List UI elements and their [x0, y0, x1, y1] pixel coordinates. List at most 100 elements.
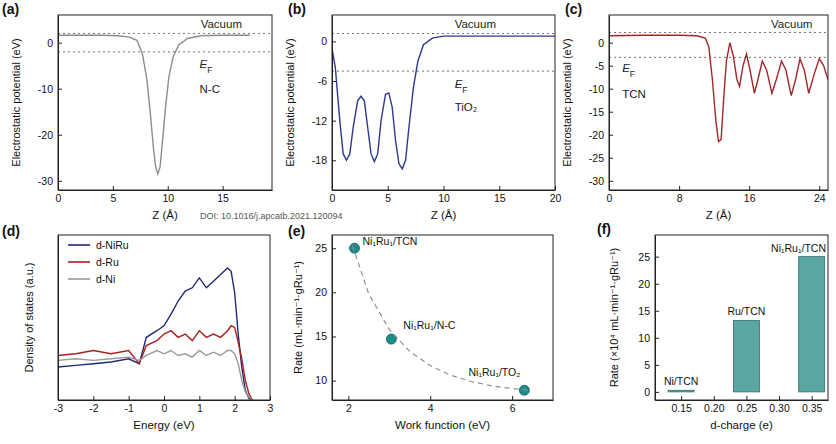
plot-area	[332, 33, 555, 168]
tick-mark	[746, 396, 747, 400]
tick-mark	[609, 181, 613, 182]
y-axis-line	[655, 236, 656, 401]
tick-mark	[812, 396, 813, 400]
plot-area	[58, 33, 272, 173]
point-label: Ni₁Ru₁/TCN	[363, 235, 418, 247]
tick: 15	[315, 330, 336, 342]
panel: 0816240-5-10-15-20-25-30(c)Z (Å)Electros…	[561, 1, 829, 221]
tick-label: 0	[330, 192, 336, 204]
y-axis-line	[332, 236, 333, 401]
tick: 20	[550, 186, 562, 204]
plot-frame	[58, 235, 270, 400]
scatter-point	[350, 243, 360, 253]
tick-mark	[129, 396, 130, 400]
tick-label: 15	[494, 192, 506, 204]
tick: 2	[232, 396, 238, 414]
panel: 0.150.200.250.300.350510152025(f)d-charg…	[597, 221, 829, 431]
panel: 24610152025(e)Work function (eV)Rate (mL…	[288, 223, 554, 431]
tick-label: 6	[510, 402, 516, 414]
tick-mark	[58, 135, 62, 136]
tick-label: 5	[385, 192, 391, 204]
annotation: Vacuum	[771, 18, 812, 30]
tick: -30	[589, 175, 613, 187]
panel-title: (c)	[565, 1, 582, 17]
bar-label: Ru/TCN	[727, 305, 765, 317]
series-line	[58, 268, 252, 400]
tick-mark	[655, 338, 659, 339]
tick: -10	[589, 83, 613, 95]
tick: 5	[110, 186, 116, 204]
tick-mark	[609, 135, 613, 136]
tick-label: -20	[38, 129, 53, 141]
series-line	[332, 36, 555, 169]
annotation-text: Vacuum	[771, 18, 812, 30]
panel-texts: (e)Work function (eV)Rate (mL·min⁻¹·gRu⁻…	[288, 223, 520, 431]
tick-label: 25	[638, 250, 650, 262]
tick-label: 4	[428, 402, 434, 414]
bar	[733, 320, 759, 391]
tick-label: 15	[638, 305, 650, 317]
tick-mark	[58, 89, 62, 90]
tick-label: 0	[321, 35, 327, 47]
tick-label: 2	[232, 402, 238, 414]
tick-label: -5	[595, 60, 604, 72]
tick-mark	[681, 396, 682, 400]
tick-mark	[332, 121, 336, 122]
tick-label: 20	[550, 192, 562, 204]
x-axis-line	[59, 190, 273, 191]
bar	[799, 257, 825, 392]
annotation-text: TiO₂	[455, 101, 478, 113]
panel: 051015200-6-12-18(b)Z (Å)Electrostatic p…	[200, 1, 561, 221]
tick-label: 5	[110, 192, 116, 204]
tick: 8	[677, 186, 683, 204]
tick-mark	[332, 81, 336, 82]
y-axis: 0-5-10-15-20-25-30	[589, 16, 613, 191]
tick-mark	[655, 311, 659, 312]
bar-label: Ni/TCN	[664, 375, 698, 387]
tick-label: -20	[589, 129, 604, 141]
x-axis-title: Work function (eV)	[395, 419, 490, 431]
tick-label: -12	[312, 115, 327, 127]
panel-texts: (d)Energy (eV)Density of states (a.u.)d-…	[2, 223, 195, 431]
tick-mark	[714, 396, 715, 400]
tick: 0	[162, 396, 168, 414]
tick-mark	[609, 112, 613, 113]
tick-mark	[332, 292, 336, 293]
bar	[668, 390, 694, 392]
y-axis-title: Rate (×10⁴ mL·min⁻¹·gRu⁻¹)	[608, 248, 620, 388]
tick-label: 0	[644, 386, 650, 398]
tick-mark	[332, 381, 336, 382]
tick-mark	[609, 158, 613, 159]
y-axis-line	[58, 16, 59, 191]
tick-label: 25	[315, 242, 327, 254]
tick-mark	[779, 396, 780, 400]
x-axis-title: Z (Å)	[706, 209, 732, 221]
tick-label: 10	[438, 192, 450, 204]
x-axis-title: Z (Å)	[431, 209, 457, 221]
tick-mark	[168, 186, 169, 190]
tick-label: 2	[346, 402, 352, 414]
tick: -20	[38, 129, 62, 141]
panel: 0510150-10-20-30(a)Z (Å)Electrostatic po…	[2, 1, 273, 221]
tick-mark	[819, 186, 820, 190]
tick-label: -6	[318, 75, 327, 87]
tick: -20	[589, 129, 613, 141]
y-axis-title: Density of states (a.u.)	[23, 262, 35, 372]
tick-label: 1	[197, 402, 203, 414]
annotation-subscript: F	[630, 69, 635, 79]
tick-label: 0.35	[802, 402, 823, 414]
tick-label: -30	[589, 175, 604, 187]
tick: -18	[312, 154, 336, 166]
annotation-subscript: F	[462, 85, 467, 95]
annotation: Vacuum	[201, 18, 242, 30]
x-axis-line	[656, 400, 829, 401]
bar-label: Ni₁Ru₁/TCN	[771, 242, 826, 254]
tick: 10	[438, 186, 450, 204]
tick-label: 0	[598, 36, 604, 48]
tick-mark	[332, 160, 336, 161]
annotation: TiO₂	[455, 101, 478, 113]
y-axis: 0510152025	[638, 236, 659, 401]
legend-swatch	[68, 261, 90, 263]
x-axis: -3-2-10123	[54, 396, 274, 414]
series-line	[609, 35, 828, 141]
